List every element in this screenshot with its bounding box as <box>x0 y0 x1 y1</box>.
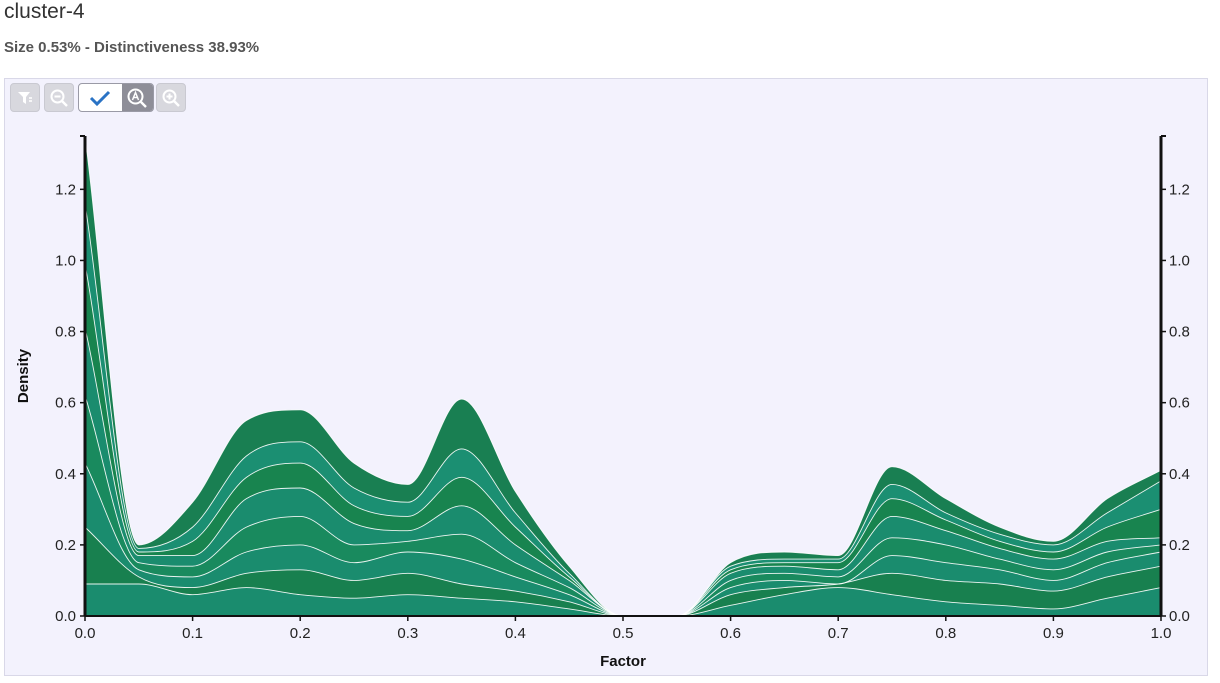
series-4-area <box>85 395 1161 616</box>
x-tick-label: 0.3 <box>397 625 418 642</box>
checkmark-icon <box>90 90 111 106</box>
y-tick-label-left: 0.0 <box>55 608 76 625</box>
y-tick-label-left: 0.4 <box>55 466 76 483</box>
filter-icon <box>18 91 32 104</box>
series-7-boundary-line <box>84 203 1162 617</box>
x-tick-label: 0.9 <box>1043 625 1064 642</box>
filter-button[interactable] <box>10 83 40 112</box>
zoom-out-button[interactable] <box>44 83 74 112</box>
series-3-area <box>85 463 1161 616</box>
x-tick-label: 0.5 <box>613 625 634 642</box>
x-tick-label: 0.4 <box>505 625 526 642</box>
y-tick-label-left: 0.8 <box>55 324 76 341</box>
y-tick-label-right: 0.2 <box>1169 537 1190 554</box>
series-5-area <box>85 328 1161 616</box>
series-layer <box>85 136 1161 617</box>
auto-zoom-button[interactable] <box>121 84 153 111</box>
y-tick-label-right: 1.0 <box>1169 252 1190 269</box>
zoom-in-icon <box>162 89 180 107</box>
y-tick-label-left: 0.2 <box>55 537 76 554</box>
y-tick-label-right: 0.8 <box>1169 324 1190 341</box>
x-tick-label: 0.0 <box>75 625 96 642</box>
y-tick-label-left: 1.2 <box>55 181 76 198</box>
x-tick-label: 1.0 <box>1151 625 1172 642</box>
x-axis-title: Factor <box>600 653 646 670</box>
y-axis-title: Density <box>15 348 32 403</box>
series-6-boundary-line <box>84 263 1162 617</box>
axes: 0.0 0.1 0.2 0.3 0.4 0.5 0.6 0.7 0.8 0.9 1.00.0 0.00… <box>15 135 1190 670</box>
series-2-area <box>85 527 1161 616</box>
x-tick-label: 0.8 <box>935 625 956 642</box>
y-tick-label-right: 0.0 <box>1169 608 1190 625</box>
series-5-boundary-line <box>84 327 1162 617</box>
confirm-button[interactable] <box>79 84 122 111</box>
series-1-area <box>85 584 1161 616</box>
x-tick-label: 0.2 <box>290 625 311 642</box>
y-tick-label-right: 0.4 <box>1169 466 1190 483</box>
auto-zoom-icon <box>127 88 148 108</box>
y-tick-label-left: 0.6 <box>55 395 76 412</box>
x-tick-label: 0.1 <box>182 625 203 642</box>
x-tick-label: 0.6 <box>720 625 741 642</box>
y-tick-label-left: 1.0 <box>55 252 76 269</box>
series-8-boundary-line <box>84 135 1162 617</box>
x-tick-label: 0.7 <box>828 625 849 642</box>
zoom-out-icon <box>50 89 68 107</box>
page-title: cluster-4 <box>4 0 85 23</box>
y-tick-label-right: 1.2 <box>1169 181 1190 198</box>
y-tick-label-right: 0.6 <box>1169 395 1190 412</box>
cluster-stats-subtitle: Size 0.53% - Distinctiveness 38.93% <box>4 39 260 56</box>
zoom-mode-toggle[interactable] <box>78 83 154 112</box>
series-4-boundary-line <box>84 395 1162 617</box>
zoom-in-button[interactable] <box>156 83 186 112</box>
